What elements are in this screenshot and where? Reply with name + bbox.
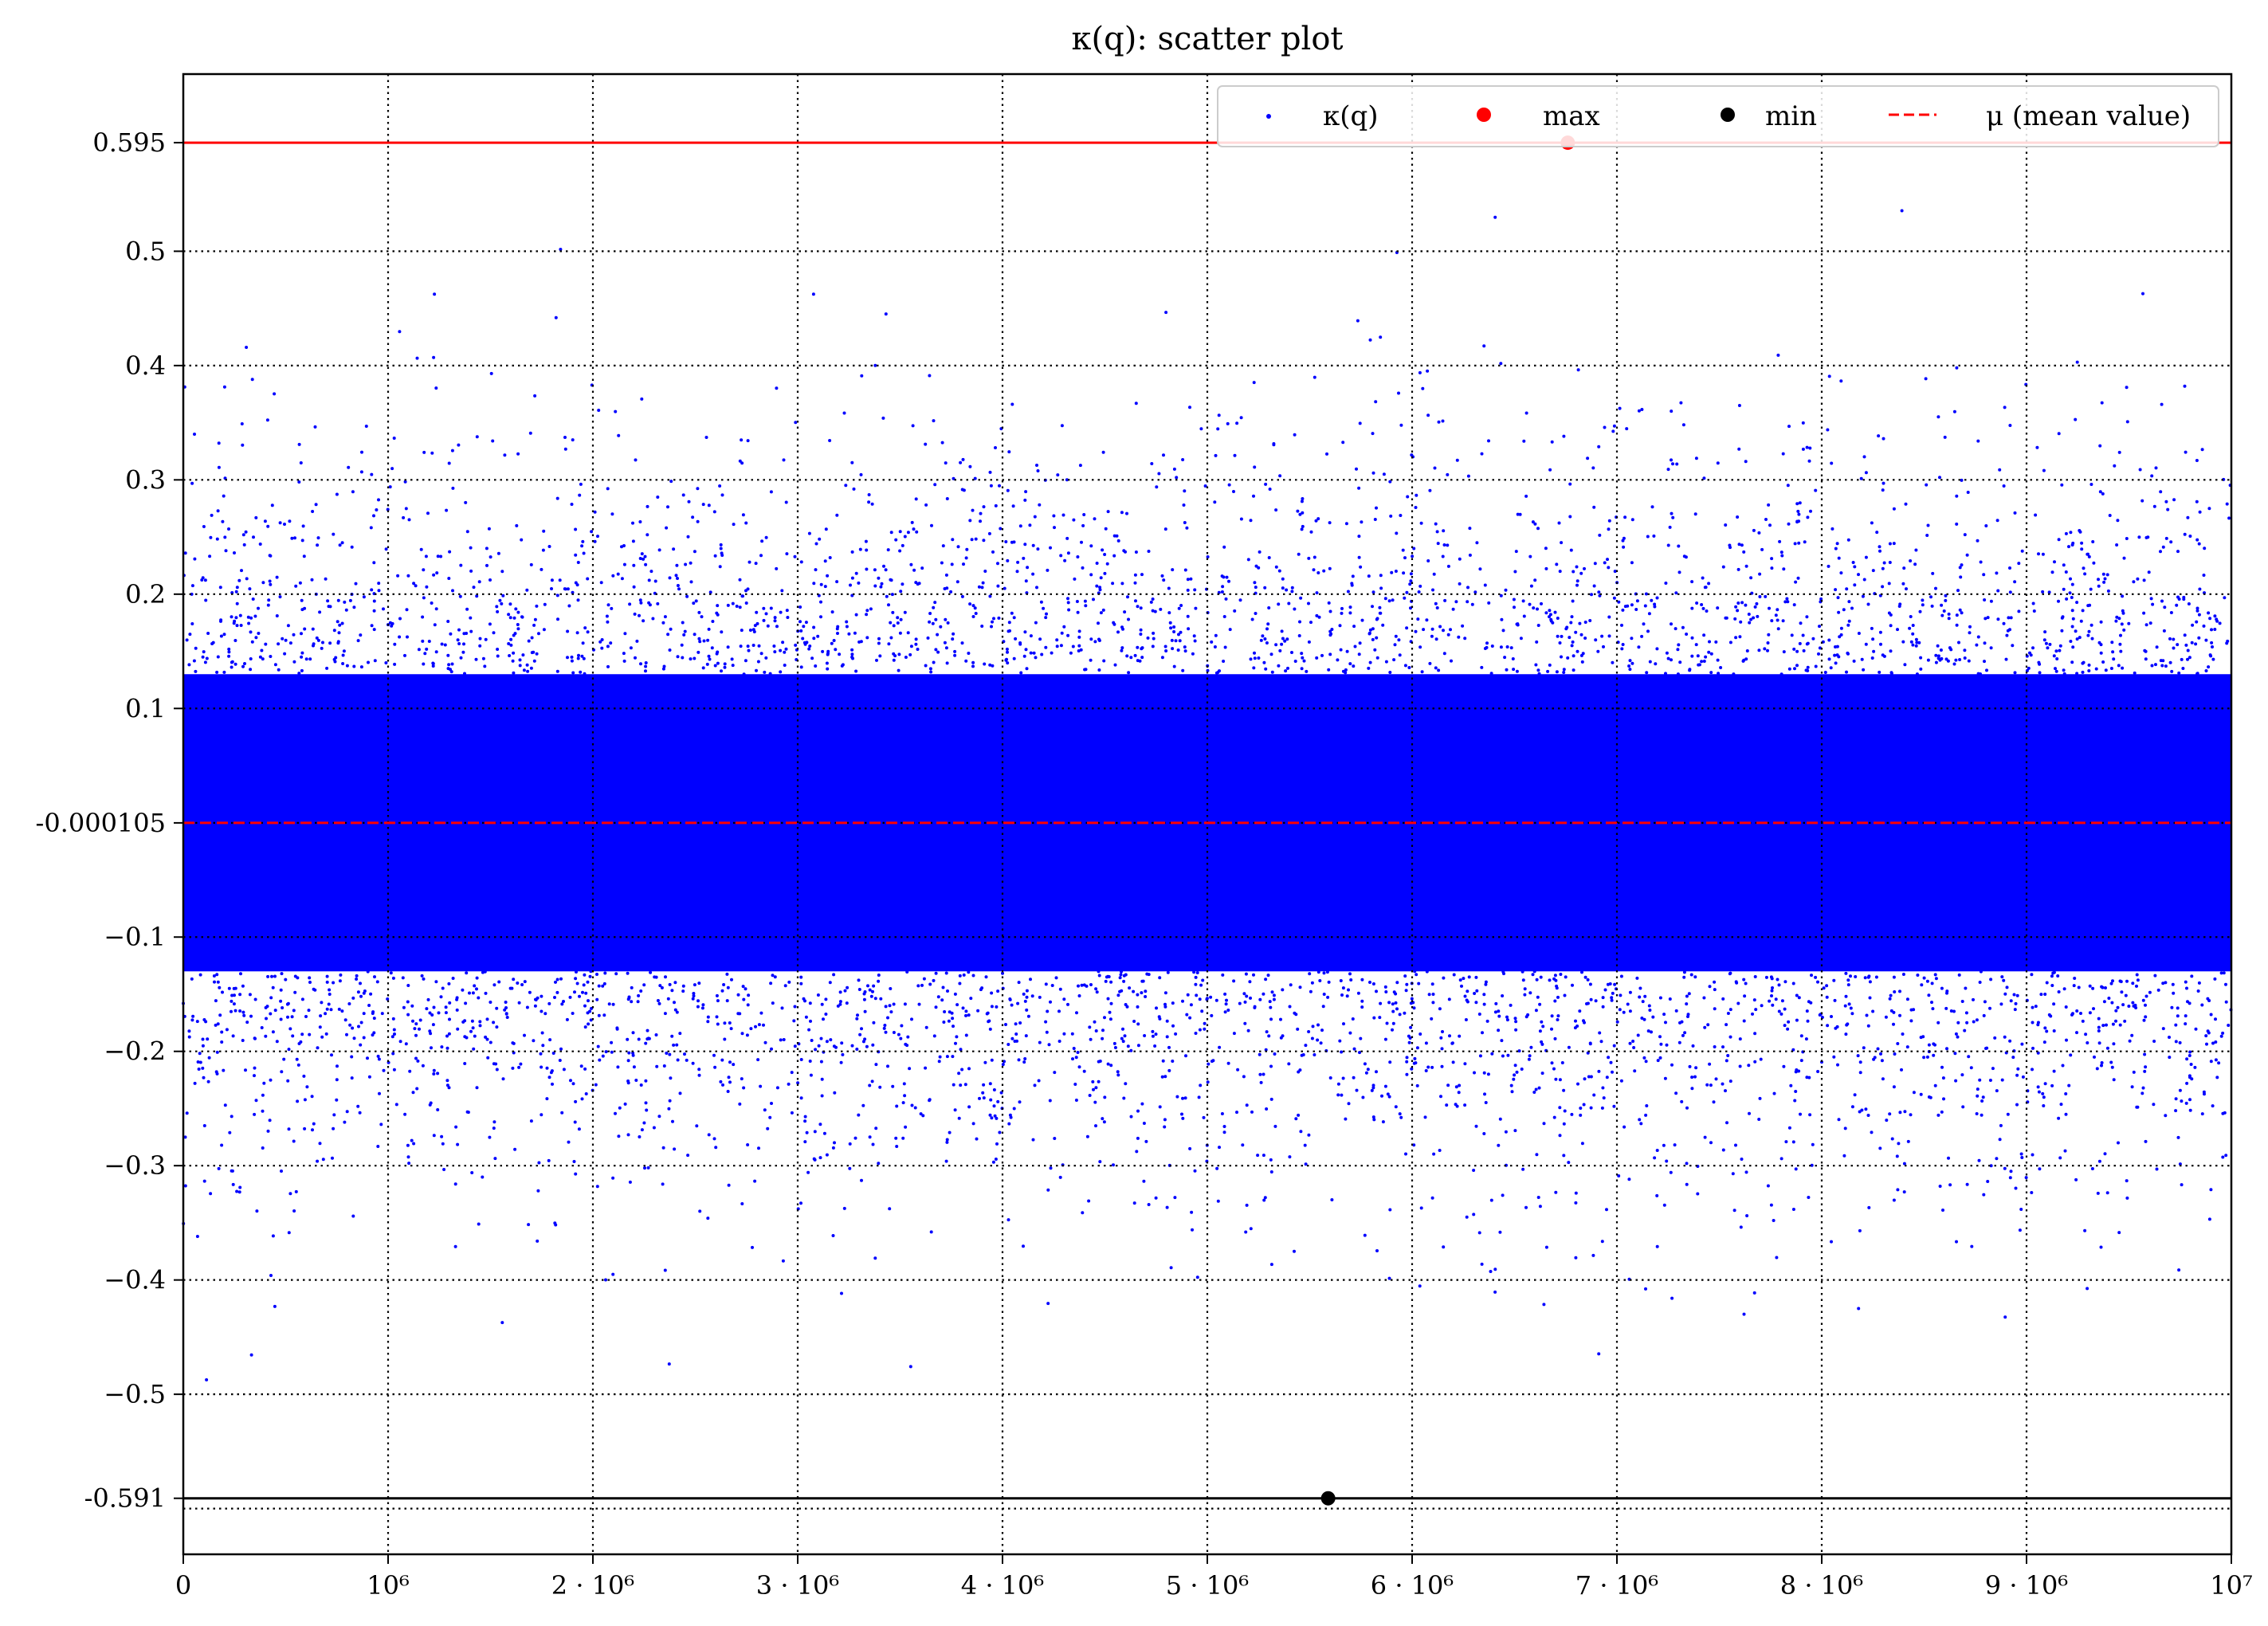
legend-label: max bbox=[1543, 100, 1600, 132]
y-tick-label: -0.000105 bbox=[36, 808, 167, 838]
axis-ticks: 0 10⁶ 2 · 10⁶ 3 · 10⁶ 4 · 10⁶ 5 · 10⁶ 6 · 10⁶ 7… bbox=[36, 127, 2253, 1601]
x-tick-label: 4 · 10⁶ bbox=[961, 1570, 1044, 1601]
legend-label: μ (mean value) bbox=[1986, 100, 2191, 132]
y-tick-label: −0.5 bbox=[104, 1379, 166, 1409]
y-tick-label: 0.4 bbox=[125, 351, 166, 381]
x-tick-label: 9 · 10⁶ bbox=[1985, 1570, 2068, 1601]
y-tick-label: −0.2 bbox=[104, 1036, 166, 1067]
chart-title: κ(q): scatter plot bbox=[1072, 21, 1344, 57]
x-tick-label: 10⁷ bbox=[2210, 1570, 2253, 1601]
legend-label: min bbox=[1765, 100, 1817, 132]
y-tick-label: 0.3 bbox=[125, 464, 166, 495]
x-tick-label: 3 · 10⁶ bbox=[756, 1570, 839, 1601]
legend-box bbox=[1217, 85, 2219, 147]
x-tick-label: 10⁶ bbox=[367, 1570, 410, 1601]
y-tick-label: -0.591 bbox=[84, 1483, 166, 1514]
legend-marker-kappa bbox=[1266, 114, 1271, 119]
y-tick-label: −0.3 bbox=[104, 1150, 166, 1181]
y-tick-label: 0.5 bbox=[125, 236, 166, 266]
legend: κ(q) max min μ (mean value) bbox=[1217, 85, 2219, 147]
x-tick-label: 7 · 10⁶ bbox=[1575, 1570, 1658, 1601]
x-tick-label: 2 · 10⁶ bbox=[551, 1570, 634, 1601]
x-tick-label: 8 · 10⁶ bbox=[1780, 1570, 1863, 1601]
y-tick-label: 0.2 bbox=[125, 579, 166, 609]
x-tick-label: 6 · 10⁶ bbox=[1371, 1570, 1454, 1601]
y-tick-label: 0.595 bbox=[92, 127, 166, 158]
legend-marker-max bbox=[1477, 108, 1491, 122]
y-tick-label: −0.4 bbox=[104, 1265, 166, 1295]
min-point bbox=[1320, 1491, 1336, 1506]
y-tick-label: 0.1 bbox=[125, 693, 166, 723]
legend-label: κ(q) bbox=[1323, 100, 1379, 132]
y-tick-label: −0.1 bbox=[104, 922, 166, 952]
scatter-points-sparse bbox=[182, 209, 2233, 1381]
x-tick-label: 5 · 10⁶ bbox=[1166, 1570, 1249, 1601]
legend-marker-min bbox=[1721, 108, 1735, 122]
x-tick-label: 0 bbox=[175, 1570, 191, 1601]
